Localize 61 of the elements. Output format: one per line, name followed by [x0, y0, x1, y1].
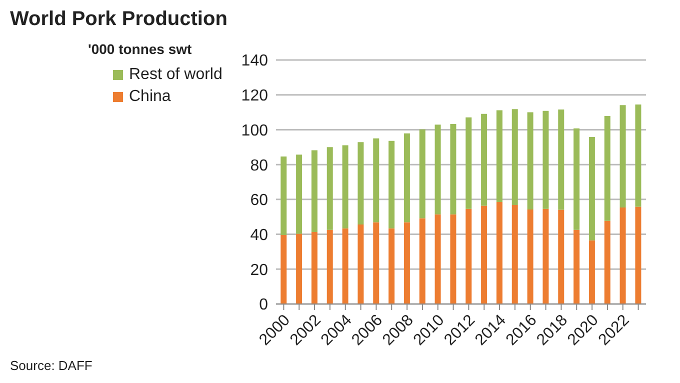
bar [311, 150, 318, 232]
bar [481, 206, 488, 304]
bar [558, 109, 564, 210]
bar [419, 129, 426, 218]
bar [588, 137, 595, 240]
bar [358, 224, 364, 304]
bar [404, 133, 410, 222]
bar [604, 220, 610, 304]
bar [388, 228, 395, 304]
bar [466, 208, 472, 304]
bar [404, 222, 410, 304]
bar [342, 145, 348, 228]
y-tick-label: 60 [250, 192, 268, 210]
y-tick-label: 120 [241, 88, 268, 105]
bar [296, 154, 302, 234]
bar [512, 205, 518, 304]
y-tick-label: 0 [259, 296, 268, 314]
bar [635, 104, 642, 207]
bar [542, 208, 549, 304]
bar [558, 210, 564, 304]
y-axis-title: '000 tonnes swt [88, 41, 192, 57]
bar [342, 228, 348, 304]
bar [466, 117, 472, 209]
bar [450, 124, 456, 214]
bar [604, 116, 610, 221]
bar [574, 128, 580, 230]
y-tick-label: 80 [250, 157, 268, 174]
bar [496, 202, 502, 304]
y-tick-label: 100 [241, 122, 268, 140]
legend-label: Rest of world [129, 66, 222, 84]
y-tick-label: 40 [250, 226, 268, 244]
bar [358, 142, 364, 225]
bar [527, 112, 534, 210]
bar [496, 110, 502, 202]
bar [373, 138, 380, 222]
y-tick-label: 140 [241, 52, 268, 70]
bar [542, 110, 549, 209]
bar [635, 206, 642, 304]
bar [280, 156, 287, 235]
bar [588, 240, 595, 304]
bar [373, 222, 380, 304]
bar [620, 105, 626, 208]
legend-label: China [129, 88, 171, 106]
bar [434, 214, 441, 304]
bar [481, 114, 488, 206]
bar [434, 124, 441, 214]
bar [326, 147, 333, 230]
bar [512, 109, 518, 206]
bar [574, 230, 580, 304]
bar [450, 214, 456, 304]
bar [280, 234, 287, 304]
bar [296, 234, 302, 304]
bar [527, 210, 534, 304]
chart-title: World Pork Production [10, 8, 228, 31]
bar [620, 207, 626, 304]
bar [326, 230, 333, 304]
bar [388, 140, 395, 228]
bar [419, 218, 426, 304]
bar [311, 232, 318, 304]
source-note: Source: DAFF [10, 358, 92, 373]
y-tick-label: 20 [250, 262, 268, 279]
